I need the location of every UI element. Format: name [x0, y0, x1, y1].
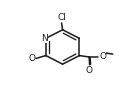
Text: Cl: Cl — [57, 13, 66, 22]
Text: N: N — [41, 33, 48, 43]
Text: O: O — [99, 52, 106, 61]
Text: O: O — [28, 54, 35, 63]
Text: O: O — [86, 66, 93, 75]
